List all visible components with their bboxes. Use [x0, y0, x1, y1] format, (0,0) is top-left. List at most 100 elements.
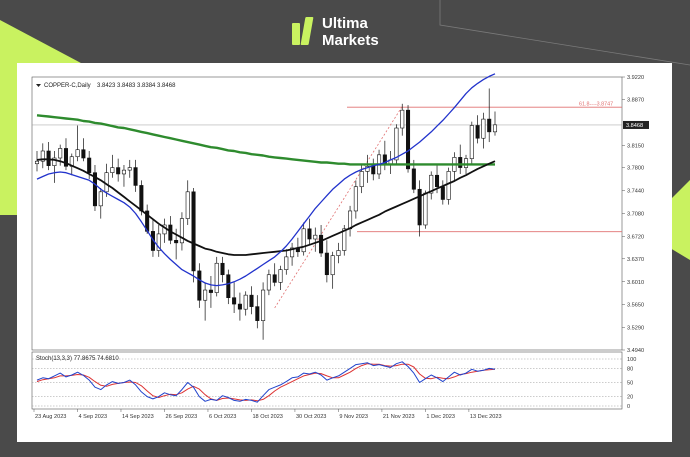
candle	[429, 171, 434, 200]
date-tick-label: 26 Sep 2023	[165, 414, 197, 420]
candle-body-up	[463, 158, 469, 168]
candle	[58, 144, 63, 166]
chart-card: COPPER-C,Daily 3.8423 3.8483 3.8384 3.84…	[17, 63, 672, 442]
candle	[156, 224, 161, 257]
candle-body-down	[487, 118, 492, 133]
candle-body-up	[52, 157, 57, 166]
candle	[492, 111, 498, 136]
candle-body-down	[406, 109, 411, 170]
price-tick-label: 3.6720	[627, 234, 644, 240]
candle-body-down	[63, 148, 69, 167]
candle	[394, 124, 399, 166]
candle	[446, 167, 451, 205]
candle	[458, 144, 463, 174]
candle	[469, 121, 474, 164]
candle	[307, 218, 312, 245]
candle-body-down	[150, 231, 155, 251]
candle	[336, 242, 341, 264]
stoch-level-label: 20	[627, 395, 633, 401]
current-price-label: 3.8468	[626, 123, 643, 129]
candle	[487, 88, 492, 143]
candle-body-down	[133, 167, 138, 186]
candle-body-down	[174, 239, 179, 244]
ma50-line	[36, 158, 496, 256]
candle	[400, 103, 405, 136]
candle-body-up	[104, 172, 109, 193]
price-tick-label: 3.5290	[627, 326, 644, 332]
candle	[208, 276, 213, 308]
candle-body-up	[127, 167, 132, 171]
candle	[353, 180, 358, 219]
candle-body-up	[278, 269, 283, 283]
candle	[185, 180, 190, 225]
candle-body-down	[237, 303, 242, 310]
candle-body-down	[232, 297, 237, 305]
candle-body-down	[458, 157, 463, 168]
candle	[75, 125, 80, 162]
candle	[34, 150, 40, 172]
candle-body-up	[214, 262, 219, 293]
date-tick-label: 14 Sep 2023	[122, 414, 154, 420]
price-tick-label: 3.8870	[627, 97, 644, 103]
candle	[284, 249, 289, 275]
candle-body-down	[319, 234, 324, 254]
candle-body-up	[353, 186, 358, 212]
candle-body-up	[290, 247, 295, 258]
collapse-triangle-icon	[36, 84, 41, 87]
price-tick-label: 3.9220	[627, 75, 644, 81]
candle-body-up	[110, 167, 115, 173]
ma20-line	[36, 73, 496, 287]
candle	[63, 138, 69, 171]
date-tick-label: 23 Aug 2023	[35, 414, 66, 420]
candle-body-down	[208, 289, 213, 293]
candle-body-up	[75, 149, 80, 158]
candle-body-down	[220, 262, 225, 276]
chart: COPPER-C,Daily 3.8423 3.8483 3.8384 3.84…	[31, 73, 649, 420]
candle-body-down	[197, 270, 202, 301]
candle-body-up	[179, 218, 184, 244]
candle	[150, 218, 155, 257]
candle	[191, 187, 196, 283]
candle	[214, 256, 219, 297]
candle-body-up	[446, 171, 451, 200]
candle	[110, 154, 115, 178]
candle	[52, 150, 57, 183]
candle	[255, 295, 260, 329]
brand-line1: Ultima	[322, 15, 368, 32]
date-tick-label: 4 Sep 2023	[78, 414, 107, 420]
price-tick-label: 3.4940	[627, 348, 644, 354]
candle	[121, 165, 126, 187]
candle-body-down	[475, 125, 480, 139]
candle-body-down	[324, 252, 329, 276]
candle-body-up	[330, 255, 335, 276]
candle-body-up	[394, 127, 399, 161]
candle	[40, 143, 45, 169]
price-tick-label: 3.6010	[627, 280, 644, 286]
date-tick-label: 30 Oct 2023	[296, 414, 326, 420]
price-tick-label: 3.6370	[627, 257, 644, 263]
price-tick-label: 3.7440	[627, 189, 644, 195]
price-tick-label: 3.5650	[627, 303, 644, 309]
candle-body-up	[342, 228, 347, 251]
date-tick-label: 21 Nov 2023	[383, 414, 415, 420]
stoch-level-label: 80	[627, 366, 633, 372]
candle-body-up	[348, 210, 353, 230]
candle	[313, 227, 318, 252]
candle	[203, 282, 208, 321]
candle-body-down	[272, 274, 277, 283]
candle-body-down	[87, 157, 92, 173]
candle-body-down	[191, 191, 196, 272]
candle-body-up	[301, 228, 306, 253]
candle-body-down	[92, 172, 97, 207]
candle-body-down	[255, 306, 260, 321]
candle-body-up	[336, 250, 341, 256]
candle	[226, 269, 231, 305]
candle-body-down	[116, 167, 121, 175]
stoch-level-label: 0	[627, 404, 630, 410]
candle	[133, 159, 138, 192]
candle-body-up	[469, 125, 474, 159]
candle-body-down	[417, 188, 422, 226]
stoch-level-label: 100	[627, 357, 636, 363]
date-tick-label: 1 Dec 2023	[426, 414, 455, 420]
candle	[92, 165, 97, 211]
